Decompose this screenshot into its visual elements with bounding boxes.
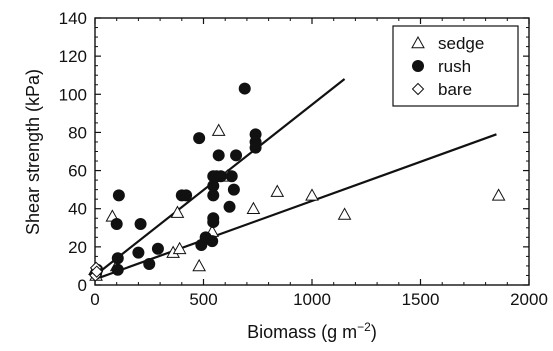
rush-point (207, 212, 220, 225)
x-tick-label: 1500 (402, 290, 440, 309)
rush-point (238, 82, 251, 95)
rush-point (112, 189, 125, 202)
sedge-point (246, 201, 261, 215)
legend-label-bare: bare (438, 80, 472, 99)
y-tick-label: 40 (68, 200, 87, 219)
sedge-legend-marker (411, 35, 425, 49)
rush-point (227, 183, 240, 196)
x-axis-title: Biomass (g m−2) (247, 320, 377, 342)
rush-point (206, 235, 219, 248)
rush-point (230, 149, 243, 162)
rush-point (193, 132, 206, 145)
sedge-point (337, 207, 352, 220)
bare-point (90, 265, 103, 278)
x-axis-title-main: Biomass (g m (247, 322, 357, 342)
y-tick-label: 0 (78, 276, 87, 295)
y-tick-label: 80 (68, 123, 87, 142)
x-tick-label: 0 (90, 290, 99, 309)
data-points (88, 82, 506, 282)
axis-ticks: 0 500 1000 1500 2000 0 20 40 60 80 100 120 140 (59, 9, 548, 309)
x-axis-title-end: ) (371, 322, 377, 342)
sedge-point (172, 241, 187, 255)
rush-legend-marker (412, 60, 424, 72)
sedge-point (305, 188, 319, 201)
rush-point (111, 263, 124, 276)
x-tick-label: 500 (189, 290, 217, 309)
sedge-fit-line (94, 133, 497, 281)
sedge-point (192, 258, 207, 272)
y-tick-label: 140 (59, 9, 87, 28)
sedge-point (491, 188, 506, 201)
x-tick-label: 2000 (510, 290, 548, 309)
rush-point (212, 149, 225, 162)
rush-point (214, 170, 227, 183)
sedge-point (170, 205, 185, 218)
y-tick-label: 20 (68, 238, 87, 257)
rush-point (143, 258, 156, 271)
legend-items: sedge rush bare (411, 34, 484, 99)
legend-label-sedge: sedge (438, 34, 484, 53)
rush-point (132, 246, 145, 259)
legend: sedge rush bare (392, 25, 519, 107)
rush-point (110, 217, 123, 230)
rush-point (207, 189, 220, 202)
rush-point (225, 170, 238, 183)
rush-point (134, 217, 147, 230)
y-axis-title: Shear strength (kPa) (23, 69, 43, 235)
rush-point (249, 128, 262, 141)
bare-legend-marker (411, 82, 425, 96)
rush-point (223, 200, 236, 213)
x-axis-title-sup: −2 (357, 320, 371, 334)
y-tick-label: 100 (59, 85, 87, 104)
rush-point (180, 189, 193, 202)
legend-label-rush: rush (438, 57, 471, 76)
x-tick-label: 1000 (293, 290, 331, 309)
rush-point (111, 252, 124, 265)
y-tick-label: 120 (59, 47, 87, 66)
rush-point (249, 141, 262, 154)
sedge-point (270, 184, 285, 197)
rush-point (151, 242, 164, 255)
y-tick-label: 60 (68, 162, 87, 181)
sedge-point (211, 123, 226, 136)
rush-point (207, 179, 220, 192)
